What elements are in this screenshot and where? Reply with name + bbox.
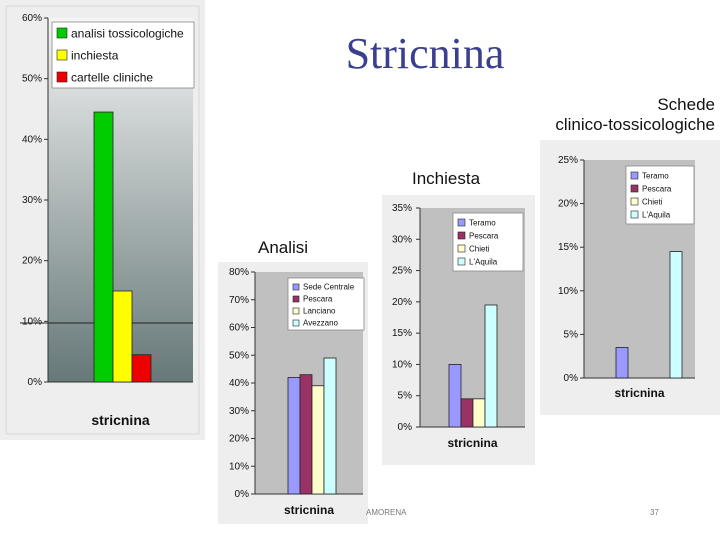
main-legend-swatch-0 — [56, 27, 68, 39]
inchiesta-legend-label-2: Chieti — [469, 245, 490, 254]
main-bar-1 — [112, 290, 133, 383]
main-inner-border — [5, 5, 200, 435]
heading-analisi: Analisi — [258, 238, 309, 257]
footer-author: AMORENA — [366, 508, 407, 517]
analisi-ytick-label: 30% — [229, 406, 249, 417]
main-ytick-label: 40% — [22, 134, 42, 145]
analisi-bar-0 — [287, 377, 301, 495]
inchiesta-legend-label-3: L'Aquila — [469, 258, 498, 267]
analisi-ytick-label: 20% — [229, 434, 249, 445]
main-bar-0 — [93, 111, 114, 383]
inchiesta-bar-3 — [484, 304, 498, 428]
inchiesta-legend-swatch-1 — [457, 231, 466, 240]
schede-ytick-label: 10% — [558, 286, 578, 297]
main-ytick-label: 60% — [22, 13, 42, 24]
chart-inchiesta-svg: 0% 5% 10% 15% 20% 25% 30% 35% stricnina Teramo Pes… — [382, 195, 535, 465]
chart-schede: 0% 5% 10% 15% 20% 25% stricnina Teramo Pescara Ch… — [540, 140, 720, 415]
analisi-legend — [287, 277, 365, 331]
analisi-legend-label-3: Avezzano — [303, 319, 339, 328]
schede-legend-swatch-3 — [630, 210, 639, 219]
analisi-legend-swatch-0 — [292, 283, 300, 291]
inchiesta-ytick-label: 0% — [398, 422, 413, 433]
schede-ytick-label: 15% — [558, 242, 578, 253]
schede-ytick-label: 20% — [558, 199, 578, 210]
inchiesta-legend-swatch-2 — [457, 244, 466, 253]
schede-legend-label-0: Teramo — [642, 172, 669, 181]
chart-analisi-svg: 0% 10% 20% 30% 40% 50% 60% 70% 80% stricnina Sede … — [218, 262, 368, 524]
analisi-legend-label-0: Sede Centrale — [303, 283, 355, 292]
analisi-category-label: stricnina — [284, 503, 334, 517]
inchiesta-ytick-label: 35% — [392, 203, 412, 214]
inchiesta-ytick-label: 10% — [392, 359, 412, 370]
schede-legend-label-3: L'Aquila — [642, 211, 671, 220]
inchiesta-ytick-label: 25% — [392, 266, 412, 277]
inchiesta-legend-swatch-0 — [457, 218, 466, 227]
main-legend-swatch-1 — [56, 49, 68, 61]
inchiesta-legend-label-1: Pescara — [469, 232, 499, 241]
main-ytick-label: 0% — [28, 377, 43, 388]
analisi-ytick-label: 10% — [229, 461, 249, 472]
main-ytick-label: 10% — [22, 316, 42, 327]
schede-legend-swatch-0 — [630, 171, 639, 180]
inchiesta-bar-0 — [448, 364, 462, 428]
schede-legend-swatch-1 — [630, 184, 639, 193]
analisi-bar-3 — [323, 357, 337, 495]
analisi-legend-swatch-3 — [292, 319, 300, 327]
schede-ytick-label: 0% — [564, 373, 579, 384]
analisi-bar-2 — [311, 385, 325, 495]
main-legend-label-1: inchiesta — [71, 49, 119, 63]
main-legend-swatch-2 — [56, 71, 68, 83]
chart-main-svg: 0% 10% 20% 30% 40% 50% 60% stricnina analisi tos… — [0, 0, 205, 440]
chart-main: 0% 10% 20% 30% 40% 50% 60% stricnina analisi tos… — [0, 0, 205, 440]
main-ytick-label: 30% — [22, 195, 42, 206]
analisi-ytick-label: 40% — [229, 378, 249, 389]
schede-legend-label-2: Chieti — [642, 198, 663, 207]
main-ytick-label: 20% — [22, 256, 42, 267]
main-legend — [51, 21, 195, 89]
inchiesta-ytick-label: 5% — [398, 391, 413, 402]
main-category-label: stricnina — [91, 412, 150, 428]
analisi-ytick-label: 70% — [229, 295, 249, 306]
main-legend-label-2: cartelle cliniche — [71, 71, 153, 85]
analisi-ytick-label: 60% — [229, 323, 249, 334]
schede-bar-0 — [615, 347, 629, 379]
analisi-ytick-label: 0% — [235, 489, 250, 500]
analisi-legend-label-2: Lanciano — [303, 307, 336, 316]
slide-title: Stricnina — [345, 29, 505, 78]
schede-legend-swatch-2 — [630, 197, 639, 206]
inchiesta-ytick-label: 20% — [392, 297, 412, 308]
analisi-ytick-label: 50% — [229, 350, 249, 361]
chart-analisi: 0% 10% 20% 30% 40% 50% 60% 70% 80% stricnina Sede … — [218, 262, 368, 524]
chart-schede-svg: 0% 5% 10% 15% 20% 25% stricnina Teramo Pescara Ch… — [540, 140, 720, 415]
inchiesta-legend-label-0: Teramo — [469, 219, 496, 228]
schede-legend-label-1: Pescara — [642, 185, 672, 194]
analisi-legend-swatch-1 — [292, 295, 300, 303]
inchiesta-legend-swatch-3 — [457, 257, 466, 266]
analisi-bar-1 — [299, 374, 313, 495]
analisi-ytick-label: 80% — [229, 267, 249, 278]
schede-bar-3 — [669, 251, 683, 379]
heading-inchiesta: Inchiesta — [412, 169, 481, 188]
inchiesta-bar-1 — [460, 398, 474, 428]
page-number: 37 — [650, 508, 659, 517]
schede-category-label: stricnina — [614, 386, 664, 400]
inchiesta-bar-2 — [472, 398, 486, 428]
inchiesta-category-label: stricnina — [447, 436, 497, 450]
schede-ytick-label: 25% — [558, 155, 578, 166]
heading-schede: Schede clinico-tossicologiche — [555, 95, 715, 134]
main-ytick-label: 50% — [22, 74, 42, 85]
main-bar-2 — [131, 354, 152, 383]
analisi-legend-label-1: Pescara — [303, 295, 333, 304]
main-legend-label-0: analisi tossicologiche — [71, 27, 184, 41]
inchiesta-ytick-label: 15% — [392, 328, 412, 339]
inchiesta-ytick-label: 30% — [392, 234, 412, 245]
analisi-legend-swatch-2 — [292, 307, 300, 315]
chart-inchiesta: 0% 5% 10% 15% 20% 25% 30% 35% stricnina Teramo Pes… — [360, 195, 535, 465]
schede-ytick-label: 5% — [564, 329, 579, 340]
